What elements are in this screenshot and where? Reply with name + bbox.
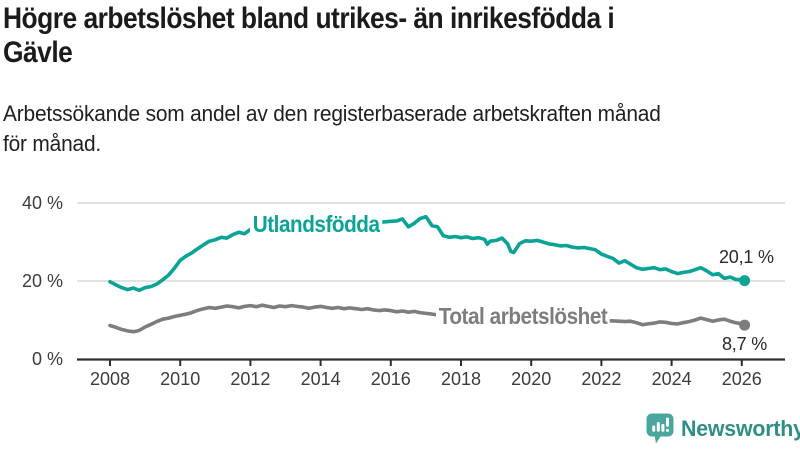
newsworthy-logo: Newsworthy bbox=[645, 412, 800, 445]
svg-text:20 %: 20 % bbox=[22, 271, 63, 291]
end-value-label-total-arbetsloshet: 8,7 % bbox=[722, 334, 768, 354]
series-label-utlandsfodda: Utlandsfödda bbox=[250, 211, 383, 237]
svg-text:2016: 2016 bbox=[371, 369, 411, 389]
svg-text:2026: 2026 bbox=[722, 369, 762, 389]
svg-text:2022: 2022 bbox=[581, 369, 621, 389]
svg-text:2012: 2012 bbox=[230, 369, 270, 389]
chart-subtitle: Arbetssökande som andel av den registerb… bbox=[3, 101, 661, 156]
svg-text:2008: 2008 bbox=[90, 369, 130, 389]
svg-text:0 %: 0 % bbox=[32, 349, 63, 369]
svg-text:2018: 2018 bbox=[441, 369, 481, 389]
svg-text:2024: 2024 bbox=[652, 369, 692, 389]
svg-text:40 %: 40 % bbox=[22, 193, 63, 213]
series-label-total-arbetsloshet: Total arbetslöshet bbox=[436, 303, 611, 329]
page-title: Högre arbetslöshet bland utrikes- än inr… bbox=[3, 2, 615, 69]
end-value-label-utlandsfodda: 20,1 % bbox=[719, 247, 774, 267]
svg-text:2020: 2020 bbox=[511, 369, 551, 389]
newsworthy-bubble-chart-icon bbox=[646, 413, 674, 444]
svg-text:2014: 2014 bbox=[301, 369, 341, 389]
svg-text:2010: 2010 bbox=[160, 369, 200, 389]
newsworthy-wordmark: Newsworthy bbox=[681, 415, 800, 441]
